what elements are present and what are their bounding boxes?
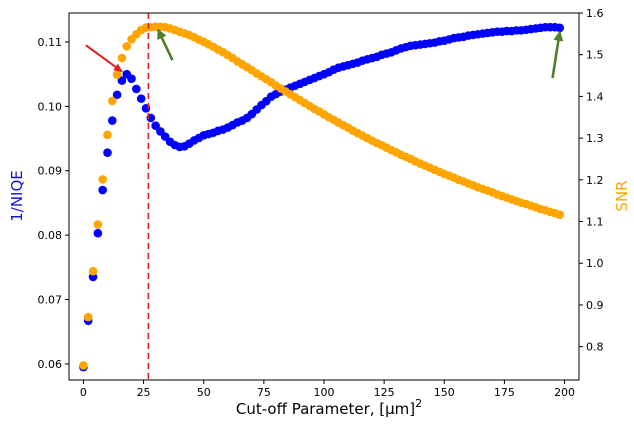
niqe-point — [93, 228, 103, 238]
x-axis-title-text: Cut-off Parameter, [μm] — [236, 400, 415, 418]
niqe-point — [132, 84, 141, 94]
snr-point — [122, 42, 132, 51]
x-tick-label: 175 — [494, 386, 515, 399]
snr-point — [103, 130, 112, 140]
y-right-tick-label: 1.5 — [586, 49, 604, 62]
y-right-tick-label: 1.3 — [586, 132, 604, 145]
niqe-point — [103, 148, 112, 158]
annotation-arrows — [85, 28, 564, 79]
snr-point — [112, 70, 122, 80]
niqe-point — [136, 94, 146, 103]
x-tick-label: 100 — [314, 386, 335, 399]
y-right-tick-label: 1.4 — [586, 90, 604, 103]
snr-point — [108, 96, 117, 106]
niqe-point — [98, 185, 107, 195]
niqe-point — [555, 23, 565, 33]
y-left-tick-label: 0.11 — [38, 36, 63, 49]
snr-point — [83, 312, 93, 322]
y-left-tick-label: 0.07 — [38, 294, 63, 307]
niqe-point — [151, 121, 160, 130]
y-right-axis: 0.8 0.9 1.0 1.1 1.2 1.3 1.4 1.5 1.6 — [579, 7, 604, 354]
red-arrow — [85, 44, 123, 73]
niqe-point — [108, 116, 117, 125]
y-right-axis-title: SNR — [613, 180, 631, 211]
y-left-tick-label: 0.10 — [38, 100, 63, 113]
snr-point — [98, 175, 107, 184]
y-left-tick-label: 0.08 — [38, 229, 63, 242]
snr-point — [555, 210, 565, 220]
y-right-tick-label: 1.6 — [586, 7, 604, 20]
niqe-point — [127, 74, 136, 83]
niqe-point — [112, 90, 122, 100]
x-axis-title: Cut-off Parameter, [μm]2 — [236, 397, 422, 418]
y-right-tick-label: 1.1 — [586, 216, 604, 229]
y-right-tick-label: 1.2 — [586, 174, 604, 187]
x-tick-label: 125 — [374, 386, 395, 399]
snr-point — [79, 361, 88, 370]
niqe-points — [79, 22, 565, 372]
y-right-tick-label: 0.8 — [586, 341, 604, 354]
y-right-tick-label: 0.9 — [586, 299, 604, 312]
x-tick-label: 75 — [257, 386, 271, 399]
y-left-tick-label: 0.09 — [38, 165, 63, 178]
y-left-tick-label: 0.06 — [38, 358, 63, 371]
green-arrow — [551, 30, 564, 79]
x-tick-label: 150 — [434, 386, 455, 399]
snr-point — [93, 220, 103, 229]
green-arrow — [156, 28, 174, 61]
y-right-tick-label: 1.0 — [586, 257, 604, 270]
x-tick-label: 50 — [197, 386, 211, 399]
x-tick-label: 0 — [80, 386, 87, 399]
y-left-axis-title: 1/NIQE — [8, 170, 26, 222]
x-axis: 0 25 50 75 100 125 150 175 200 — [80, 380, 575, 399]
snr-point — [88, 266, 98, 276]
x-tick-label: 25 — [137, 386, 151, 399]
snr-points — [79, 22, 565, 370]
snr-point — [117, 53, 127, 63]
niqe-point — [117, 76, 127, 85]
x-axis-title-superscript: 2 — [415, 397, 422, 410]
x-tick-label: 200 — [554, 386, 575, 399]
y-left-axis: 0.06 0.07 0.08 0.09 0.10 0.11 — [38, 36, 69, 371]
